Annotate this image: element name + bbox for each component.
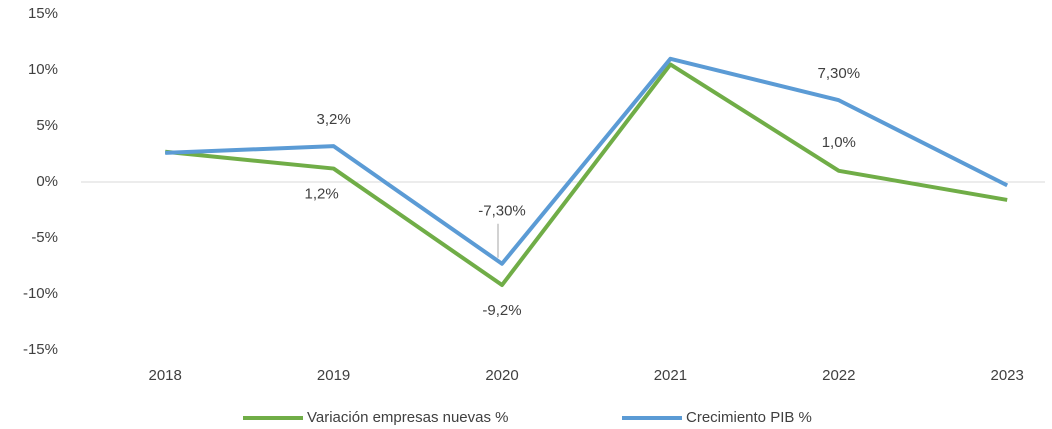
x-tick-label: 2022 [822,367,855,384]
x-tick-label: 2018 [149,367,182,384]
y-tick-label: -15% [23,341,58,358]
series-line [165,56,1009,266]
legend-label: Variación empresas nuevas % [307,409,509,426]
data-label: -7,30% [478,203,526,220]
y-tick-label: -5% [31,229,58,246]
x-tick-label: 2020 [485,367,518,384]
y-tick-label: 5% [36,117,58,134]
data-label: 3,2% [316,111,350,128]
y-tick-label: 10% [28,61,58,78]
data-label: 7,30% [818,65,861,82]
data-label: 1,2% [304,186,338,203]
data-label: -9,2% [482,302,521,319]
legend-label: Crecimiento PIB % [686,409,812,426]
x-tick-label: 2023 [991,367,1024,384]
y-tick-label: -10% [23,285,58,302]
series-line [165,62,1008,288]
x-tick-label: 2019 [317,367,350,384]
x-tick-label: 2021 [654,367,687,384]
y-tick-label: 15% [28,5,58,22]
y-tick-label: 0% [36,173,58,190]
data-label: 1,0% [822,134,856,151]
